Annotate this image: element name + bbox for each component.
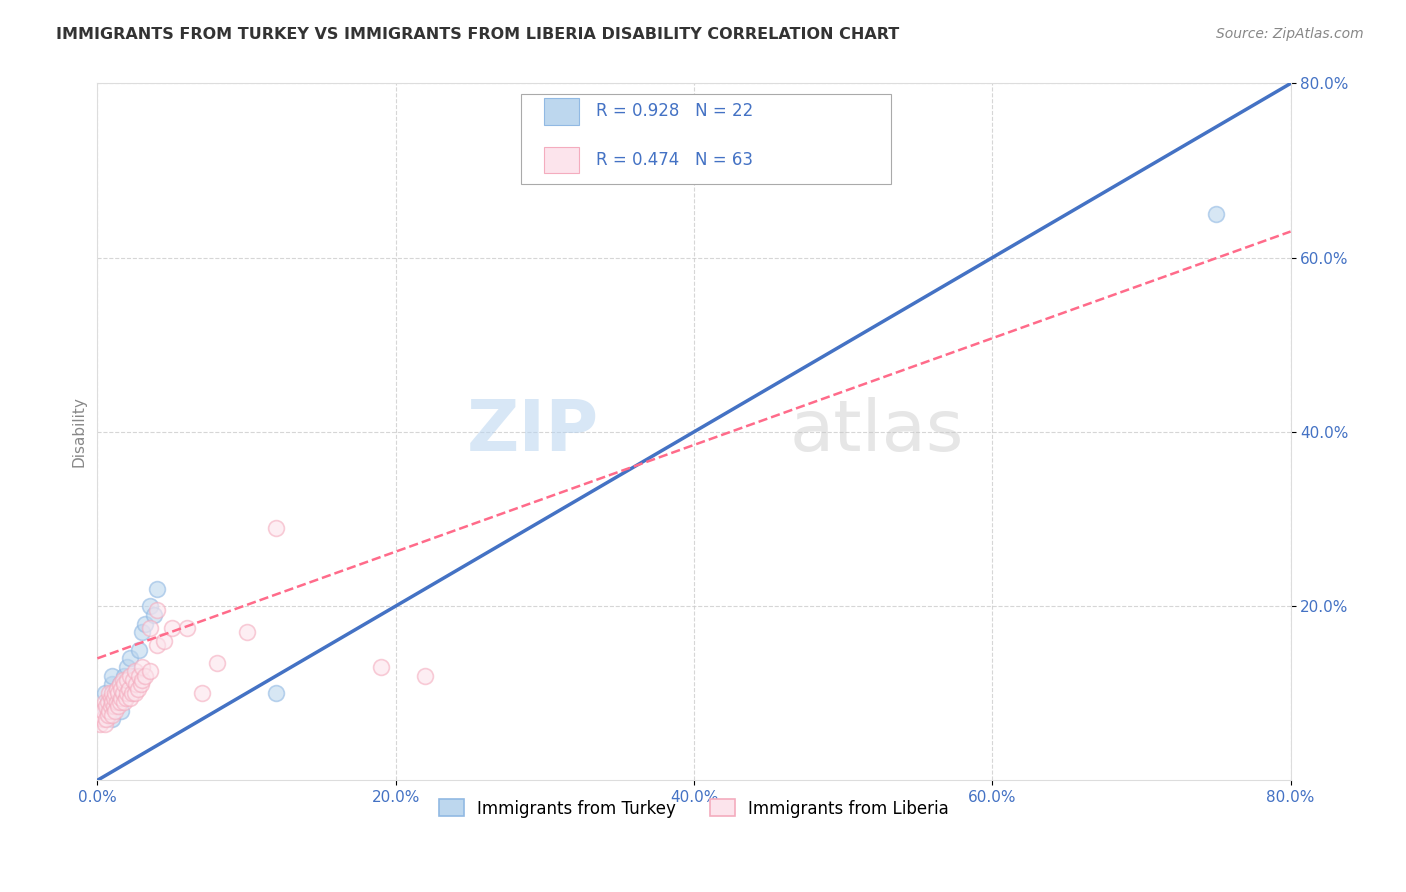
Point xyxy=(104,695,127,709)
Point xyxy=(111,686,134,700)
Point xyxy=(125,677,148,691)
Point xyxy=(108,677,131,691)
FancyBboxPatch shape xyxy=(544,146,579,173)
Point xyxy=(94,716,117,731)
Point xyxy=(104,704,127,718)
Point xyxy=(105,686,128,700)
Point xyxy=(110,681,132,696)
Point xyxy=(121,686,143,700)
FancyBboxPatch shape xyxy=(544,98,579,125)
Point xyxy=(112,695,135,709)
Point xyxy=(138,599,160,613)
Point xyxy=(107,686,129,700)
Point xyxy=(129,677,152,691)
Point xyxy=(131,660,153,674)
Point xyxy=(114,690,136,705)
Point xyxy=(131,625,153,640)
Point xyxy=(131,673,153,687)
Point xyxy=(235,625,257,640)
Text: R = 0.928   N = 22: R = 0.928 N = 22 xyxy=(596,103,754,120)
Point xyxy=(97,708,120,723)
Point xyxy=(134,669,156,683)
Point xyxy=(176,621,198,635)
Point xyxy=(138,665,160,679)
FancyBboxPatch shape xyxy=(522,94,891,185)
Point xyxy=(100,690,122,705)
Text: R = 0.474   N = 63: R = 0.474 N = 63 xyxy=(596,151,754,169)
Point xyxy=(96,712,118,726)
Point xyxy=(146,638,169,652)
Point xyxy=(415,669,437,683)
Point xyxy=(110,690,132,705)
Point xyxy=(91,704,114,718)
Point xyxy=(101,677,124,691)
Point xyxy=(205,656,228,670)
Point xyxy=(1205,207,1227,221)
Y-axis label: Disability: Disability xyxy=(72,396,86,467)
Point xyxy=(153,634,176,648)
Point xyxy=(118,681,141,696)
Text: atlas: atlas xyxy=(789,397,963,467)
Point xyxy=(98,695,121,709)
Point xyxy=(128,669,150,683)
Point xyxy=(101,686,124,700)
Point xyxy=(105,695,128,709)
Point xyxy=(190,686,212,700)
Point xyxy=(370,660,392,674)
Point xyxy=(101,708,124,723)
Point xyxy=(124,686,146,700)
Point xyxy=(120,651,142,665)
Point xyxy=(112,669,135,683)
Point xyxy=(108,695,131,709)
Point xyxy=(111,673,134,687)
Point xyxy=(97,695,120,709)
Text: Source: ZipAtlas.com: Source: ZipAtlas.com xyxy=(1216,27,1364,41)
Point xyxy=(104,686,127,700)
Point xyxy=(94,686,117,700)
Point xyxy=(146,603,169,617)
Point xyxy=(96,704,118,718)
Point xyxy=(128,642,150,657)
Point xyxy=(96,699,118,714)
Point xyxy=(146,582,169,596)
Point xyxy=(110,704,132,718)
Point xyxy=(266,521,288,535)
Point xyxy=(143,607,166,622)
Legend: Immigrants from Turkey, Immigrants from Liberia: Immigrants from Turkey, Immigrants from … xyxy=(433,793,956,824)
Point xyxy=(115,673,138,687)
Point xyxy=(101,669,124,683)
Point xyxy=(115,660,138,674)
Point xyxy=(103,699,125,714)
Point xyxy=(94,695,117,709)
Point xyxy=(101,712,124,726)
Point xyxy=(266,686,288,700)
Point xyxy=(98,686,121,700)
Point xyxy=(101,695,124,709)
Point xyxy=(120,669,142,683)
Point xyxy=(105,681,128,696)
Point xyxy=(120,690,142,705)
Point xyxy=(115,686,138,700)
Point xyxy=(107,699,129,714)
Point xyxy=(134,616,156,631)
Point xyxy=(103,690,125,705)
Point xyxy=(127,681,149,696)
Point xyxy=(124,665,146,679)
Point xyxy=(91,712,114,726)
Point xyxy=(100,699,122,714)
Point xyxy=(90,708,112,723)
Point xyxy=(124,669,146,683)
Text: IMMIGRANTS FROM TURKEY VS IMMIGRANTS FROM LIBERIA DISABILITY CORRELATION CHART: IMMIGRANTS FROM TURKEY VS IMMIGRANTS FRO… xyxy=(56,27,900,42)
Text: ZIP: ZIP xyxy=(467,397,599,467)
Point xyxy=(138,621,160,635)
Point xyxy=(112,677,135,691)
Point xyxy=(89,716,111,731)
Point xyxy=(122,673,145,687)
Point xyxy=(98,704,121,718)
Point xyxy=(160,621,183,635)
Point xyxy=(108,677,131,691)
